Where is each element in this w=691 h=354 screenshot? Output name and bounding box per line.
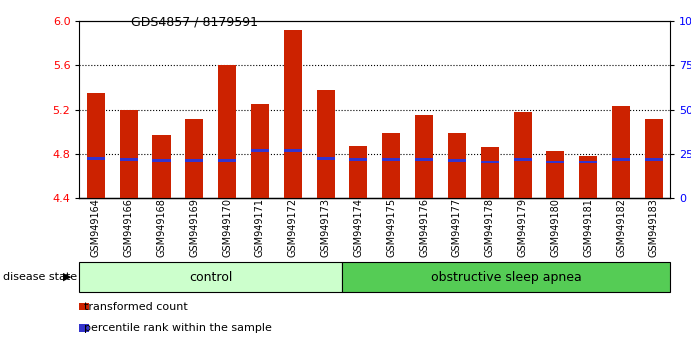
Text: GSM949178: GSM949178 bbox=[485, 198, 495, 257]
Bar bbox=[612, 158, 630, 161]
Bar bbox=[350, 146, 368, 198]
Text: GSM949183: GSM949183 bbox=[649, 198, 659, 257]
Bar bbox=[382, 133, 400, 198]
Bar bbox=[316, 90, 334, 198]
Bar bbox=[350, 158, 368, 161]
Bar bbox=[79, 262, 342, 292]
Bar bbox=[120, 158, 138, 161]
Bar bbox=[415, 115, 433, 198]
Bar bbox=[612, 107, 630, 198]
Bar bbox=[185, 119, 203, 198]
Bar bbox=[218, 159, 236, 162]
Text: GSM949166: GSM949166 bbox=[124, 198, 133, 257]
Text: control: control bbox=[189, 270, 232, 284]
Text: GSM949181: GSM949181 bbox=[583, 198, 593, 257]
Bar bbox=[513, 158, 531, 161]
Text: GSM949177: GSM949177 bbox=[452, 198, 462, 257]
Bar bbox=[218, 65, 236, 198]
Bar bbox=[342, 262, 670, 292]
Text: obstructive sleep apnea: obstructive sleep apnea bbox=[430, 270, 582, 284]
Bar bbox=[513, 112, 531, 198]
Bar bbox=[645, 119, 663, 198]
Bar bbox=[153, 159, 171, 162]
Text: GSM949171: GSM949171 bbox=[255, 198, 265, 257]
Text: ▶: ▶ bbox=[63, 272, 71, 282]
Bar bbox=[547, 151, 565, 198]
Bar bbox=[185, 159, 203, 162]
Text: GSM949182: GSM949182 bbox=[616, 198, 626, 257]
Text: GSM949176: GSM949176 bbox=[419, 198, 429, 257]
Bar bbox=[251, 149, 269, 152]
Bar bbox=[448, 133, 466, 198]
Text: GSM949164: GSM949164 bbox=[91, 198, 101, 257]
Bar bbox=[120, 110, 138, 198]
Text: GSM949179: GSM949179 bbox=[518, 198, 527, 257]
Text: GSM949170: GSM949170 bbox=[223, 198, 232, 257]
Bar bbox=[284, 30, 302, 198]
Text: GSM949173: GSM949173 bbox=[321, 198, 330, 257]
Bar bbox=[316, 157, 334, 160]
Bar bbox=[547, 160, 565, 163]
Bar bbox=[448, 159, 466, 162]
Bar bbox=[382, 158, 400, 161]
Text: percentile rank within the sample: percentile rank within the sample bbox=[84, 323, 272, 333]
Bar bbox=[481, 160, 499, 163]
Bar bbox=[284, 149, 302, 152]
Bar bbox=[87, 93, 105, 198]
Bar bbox=[87, 157, 105, 160]
Bar bbox=[415, 158, 433, 161]
Bar bbox=[579, 156, 597, 198]
Text: GSM949180: GSM949180 bbox=[551, 198, 560, 257]
Text: GSM949174: GSM949174 bbox=[354, 198, 363, 257]
Text: GSM949168: GSM949168 bbox=[157, 198, 167, 257]
Bar bbox=[645, 158, 663, 161]
Text: GSM949169: GSM949169 bbox=[189, 198, 199, 257]
Bar bbox=[251, 104, 269, 198]
Text: disease state: disease state bbox=[3, 272, 77, 282]
Text: GSM949172: GSM949172 bbox=[288, 198, 298, 257]
Text: transformed count: transformed count bbox=[84, 302, 188, 312]
Text: GDS4857 / 8179591: GDS4857 / 8179591 bbox=[131, 16, 258, 29]
Bar bbox=[579, 160, 597, 163]
Bar bbox=[481, 147, 499, 198]
Bar bbox=[153, 135, 171, 198]
Text: GSM949175: GSM949175 bbox=[386, 198, 396, 257]
